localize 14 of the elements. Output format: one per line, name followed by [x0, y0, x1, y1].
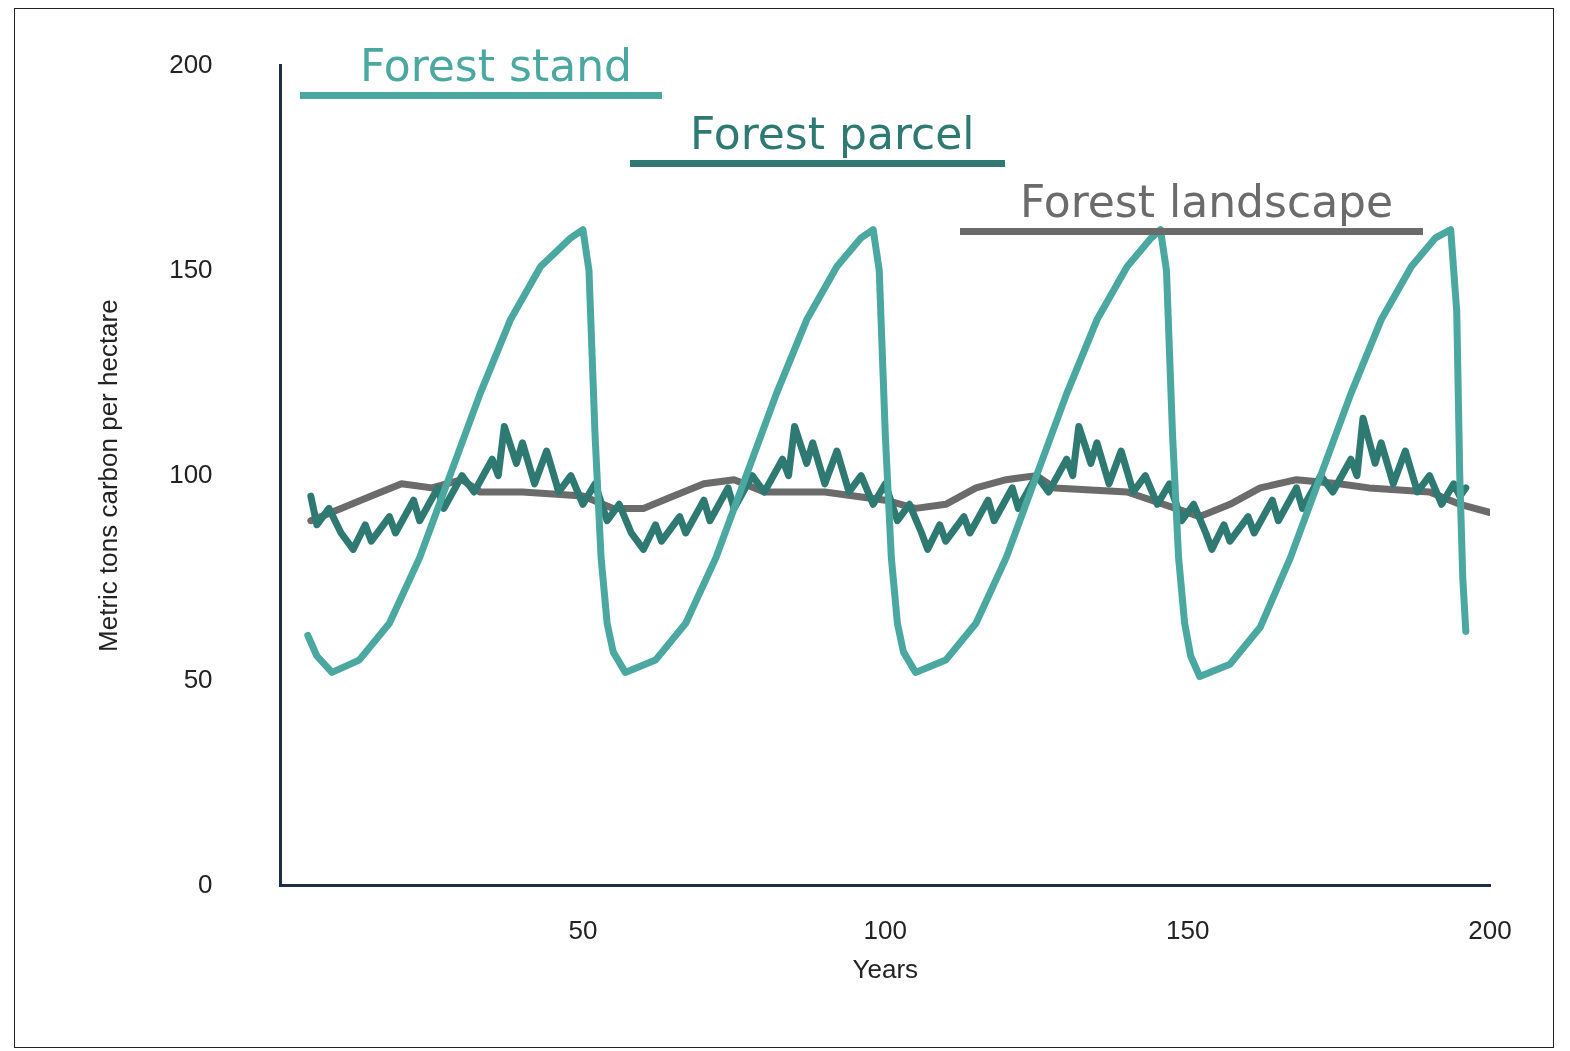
y-tick-label: 0 — [198, 868, 213, 899]
y-tick-label: 150 — [169, 253, 213, 284]
x-axis-title: Years — [852, 953, 919, 984]
x-tick-label: 50 — [568, 915, 598, 946]
y-tick-label: 100 — [169, 458, 213, 489]
text: Forest parcel — [690, 108, 975, 160]
x-tick-label: 200 — [1468, 915, 1512, 946]
x-tick-label: 150 — [1165, 915, 1210, 946]
y-axis-title: Metric tons carbon per hectare — [92, 299, 123, 652]
text: Forest stand — [360, 40, 632, 92]
x-tick-label: 100 — [863, 915, 907, 946]
text: Forest landscape — [1020, 176, 1394, 228]
y-tick-label: 200 — [169, 48, 213, 79]
y-tick-label: 50 — [183, 663, 213, 694]
